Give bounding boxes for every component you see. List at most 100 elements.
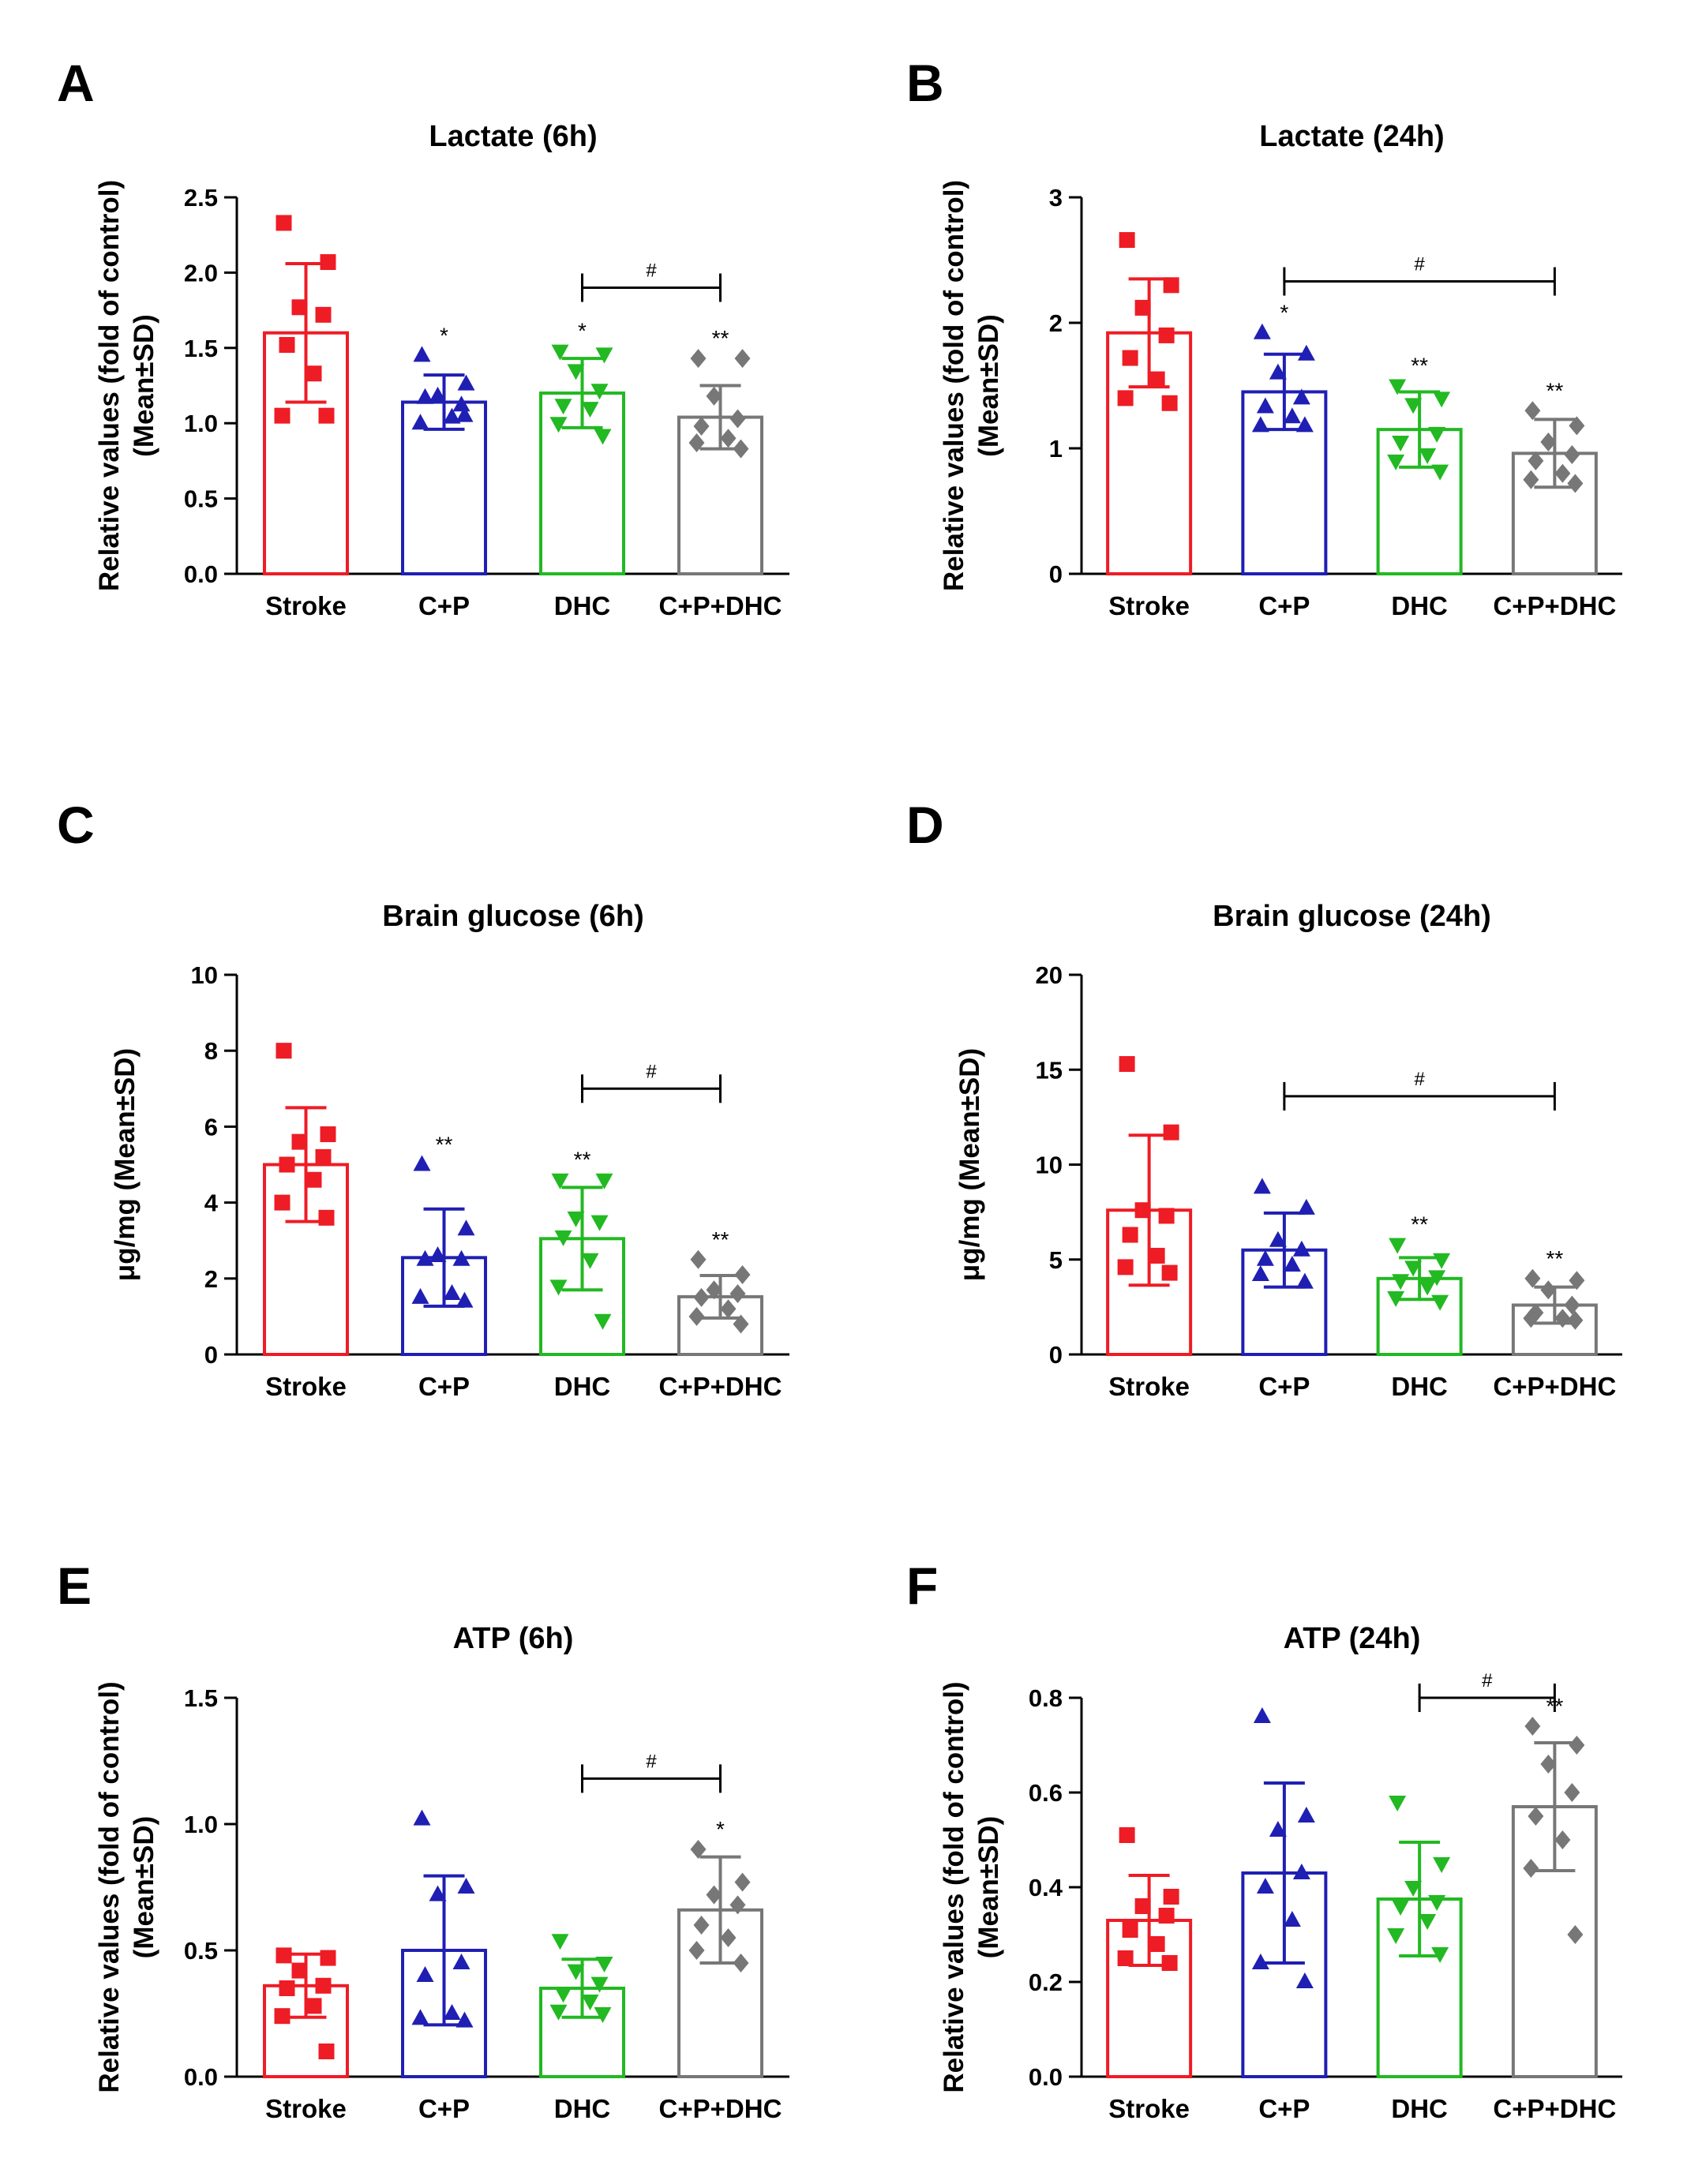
y-axis-label: Relative values (fold of control) [939,180,969,591]
data-point [279,1156,295,1173]
data-point [567,1211,585,1227]
data-point [1134,1202,1151,1219]
data-point [1389,1238,1407,1254]
data-point [429,386,447,403]
data-point [1524,401,1541,421]
y-axis-label: Relative values (fold of control) [939,1681,969,2092]
data-point [318,407,335,424]
data-point [320,254,336,271]
significance-marker: ** [1411,1212,1428,1237]
y-tick-label: 0.5 [184,485,218,513]
data-point [720,1299,737,1319]
data-point [1433,391,1451,408]
x-category-label: Stroke [265,1372,347,1401]
data-point [729,1284,746,1304]
x-category-label: C+P [1258,591,1310,620]
data-point [279,336,295,353]
data-point [554,1987,572,2003]
data-point [413,1809,431,1826]
data-point [549,1279,568,1296]
data-point [567,364,585,380]
y-tick-label: 10 [191,961,218,989]
data-point [443,2004,461,2020]
data-point [595,1173,613,1189]
data-point [554,399,572,415]
data-point [1283,407,1301,424]
y-tick-label: 2 [1049,309,1063,337]
x-category-label: C+P+DHC [659,1372,782,1401]
data-point [1295,1972,1314,1988]
data-point [1528,451,1544,470]
y-tick-label: 4 [204,1189,219,1217]
data-point [706,1280,722,1300]
data-point [1149,371,1165,388]
x-category-label: C+P+DHC [1493,1372,1616,1401]
significance-marker: ** [1546,1246,1563,1271]
data-point [581,1253,599,1269]
data-point [1404,1881,1423,1897]
data-point [734,349,751,369]
data-point [1122,1922,1138,1938]
data-point [590,1976,609,1993]
data-point [1134,1898,1151,1914]
x-category-label: DHC [554,2094,611,2123]
data-point [291,1133,308,1150]
data-point [1392,436,1410,452]
data-point [1524,1268,1541,1288]
data-point [1389,1796,1407,1811]
data-point [720,429,737,448]
data-point [1554,1830,1571,1849]
data-point [274,407,291,424]
data-point [1283,1255,1301,1272]
y-tick-label: 0 [1049,560,1063,588]
data-point [416,388,434,404]
data-point [416,1249,434,1266]
data-point [1433,1253,1451,1269]
panel-d: D Brain glucose (24h) μg/mg (Mean±SD) 0 5 10 1… [906,796,1622,1401]
y-tick-label: 1.5 [184,1684,218,1712]
panel-b: B Lactate (24h) Relative values (fold of c… [906,54,1622,620]
y-axis-label: (Mean±SD) [973,314,1004,457]
data-point [1404,1261,1423,1277]
data-point [315,1148,332,1165]
chart-title: Lactate (6h) [429,120,597,153]
y-tick-label: 1.0 [184,410,218,437]
data-point [1158,1208,1175,1224]
data-point [1523,470,1539,489]
chart-title: Brain glucose (6h) [382,900,644,933]
significance-marker: ** [712,326,729,350]
data-point [1256,397,1274,414]
data-point [729,1895,746,1915]
significance-marker: * [716,1817,725,1841]
data-point [1269,1231,1287,1247]
data-point [1256,1878,1274,1894]
y-tick-label: 0.6 [1029,1779,1063,1807]
x-category-label: C+P [418,591,470,620]
data-point [1149,1247,1165,1264]
data-point [411,414,429,430]
y-tick-label: 5 [1049,1246,1063,1274]
data-point [274,2008,291,2025]
data-point [274,1194,291,1211]
data-point [1569,1736,1585,1755]
data-point [729,409,746,429]
data-point [429,1885,447,1901]
data-point [549,417,568,433]
chart-title: Brain glucose (24h) [1213,900,1491,933]
x-category-label: C+P+DHC [1493,591,1616,620]
data-point [1161,1264,1178,1281]
x-category-label: C+P [418,1372,470,1401]
panel-a: A Lactate (6h) Relative values (fold of co… [57,54,789,620]
data-point [693,417,710,436]
data-point [594,429,612,445]
panel-letter: A [57,54,95,112]
data-point [1554,463,1571,483]
data-point [1134,299,1151,316]
data-point [720,1928,737,1947]
data-point [1253,323,1271,339]
panel-c: C Brain glucose (6h) μg/mg (Mean±SD) 0 2 4 6 8 1… [57,796,789,1401]
data-point [1256,1249,1274,1266]
data-point [457,374,475,391]
y-tick-label: 8 [204,1037,218,1065]
